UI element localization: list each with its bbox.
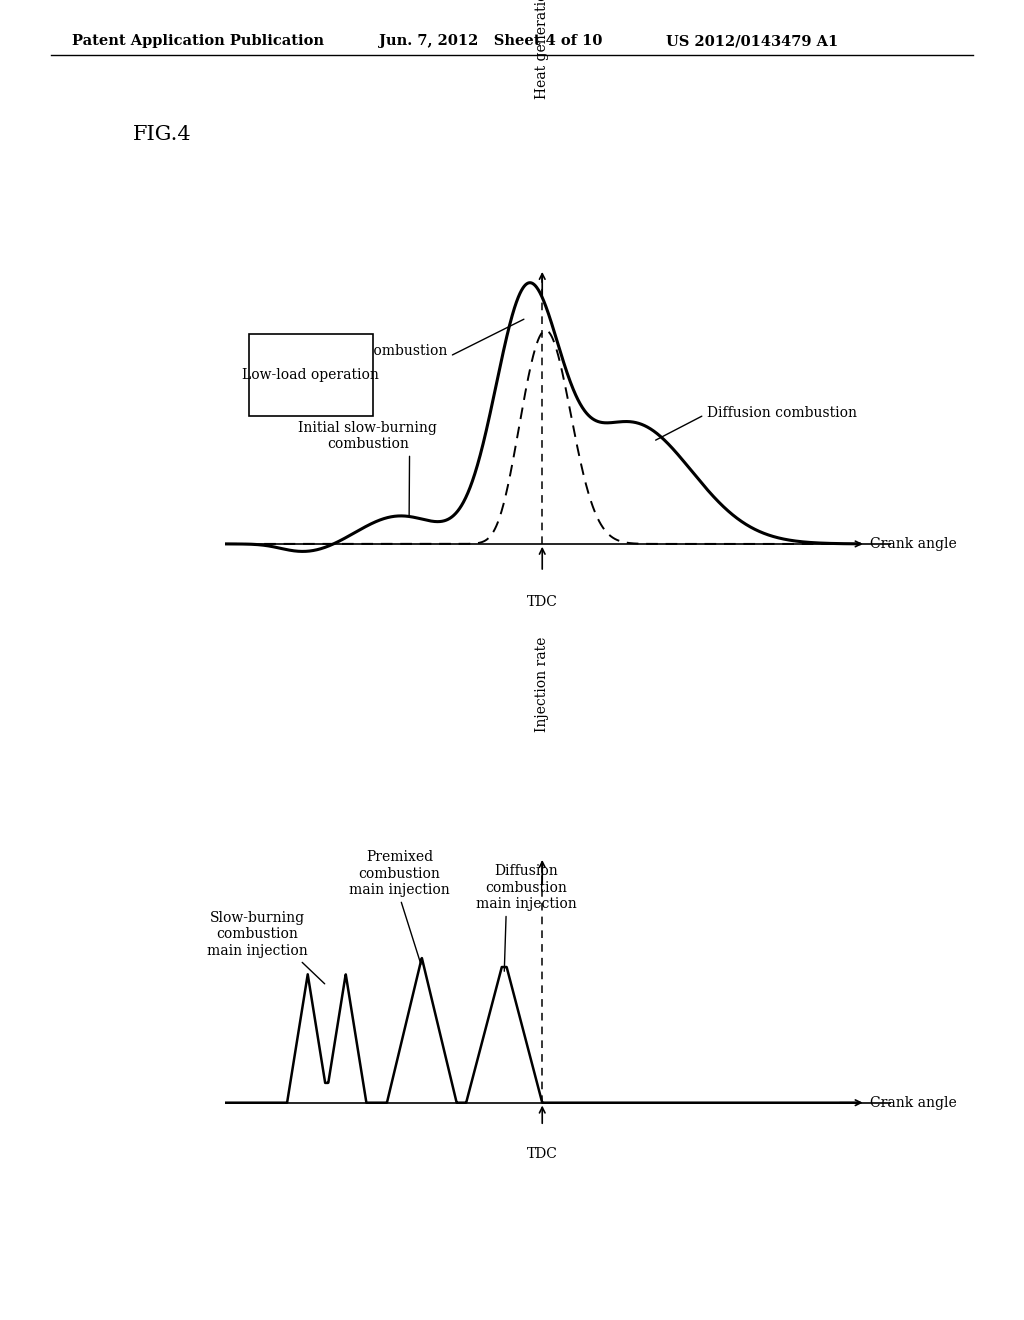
Text: Premixed
combustion
main injection: Premixed combustion main injection [349,850,450,965]
Text: Initial slow-burning
combustion: Initial slow-burning combustion [298,421,437,516]
Text: TDC: TDC [526,595,558,609]
Text: Low-load operation: Low-load operation [243,368,379,381]
FancyBboxPatch shape [249,334,373,416]
Text: Heat generation rate: Heat generation rate [536,0,549,99]
Text: Jun. 7, 2012   Sheet 4 of 10: Jun. 7, 2012 Sheet 4 of 10 [379,34,602,49]
Text: US 2012/0143479 A1: US 2012/0143479 A1 [666,34,838,49]
Text: FIG.4: FIG.4 [133,125,191,144]
Text: Premixed combustion: Premixed combustion [294,319,524,358]
Text: Patent Application Publication: Patent Application Publication [72,34,324,49]
Text: Diffusion combustion: Diffusion combustion [655,407,857,440]
Text: Crank angle: Crank angle [870,1096,957,1110]
Text: Diffusion
combustion
main injection: Diffusion combustion main injection [476,865,577,972]
Text: TDC: TDC [526,1147,558,1162]
Text: Crank angle: Crank angle [870,537,957,550]
Text: Slow-burning
combustion
main injection: Slow-burning combustion main injection [207,911,325,983]
Text: Injection rate: Injection rate [536,636,549,733]
